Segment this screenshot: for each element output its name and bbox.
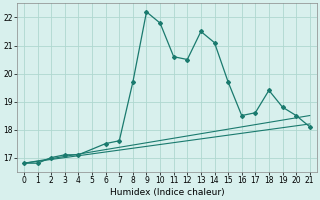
X-axis label: Humidex (Indice chaleur): Humidex (Indice chaleur) <box>109 188 224 197</box>
